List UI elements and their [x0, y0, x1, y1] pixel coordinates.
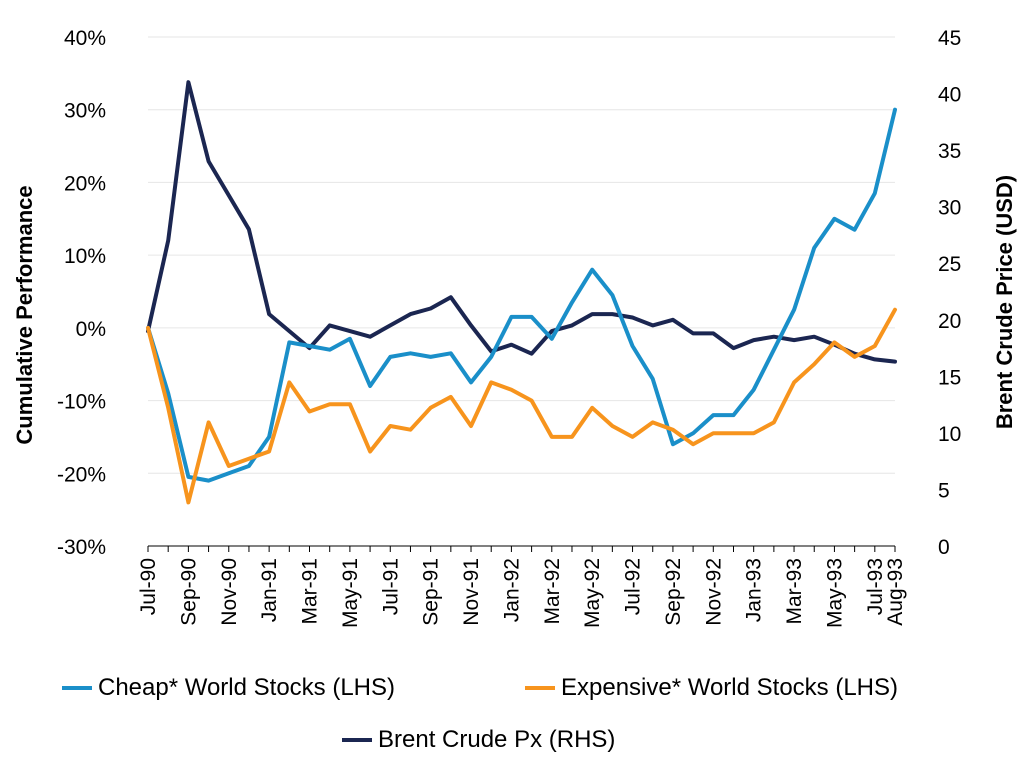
x-tick-label: Nov-92 — [702, 558, 725, 626]
x-tick-label: Jan-91 — [258, 558, 281, 622]
x-tick-label: Jul-93 — [864, 558, 887, 615]
left-tick-label: 0% — [76, 318, 106, 341]
x-tick-label: May-93 — [823, 558, 846, 628]
right-tick-label: 25 — [938, 253, 961, 276]
x-tick-label: Sep-91 — [420, 558, 443, 626]
right-y-axis: 45 40 35 30 25 20 15 10 5 0 — [938, 27, 961, 559]
x-tick-label: Aug-93 — [884, 558, 907, 626]
x-tick-label: Jul-92 — [622, 558, 645, 615]
brent-crude-line — [146, 80, 897, 364]
legend-row-1: Cheap* World Stocks (LHS) Expensive* Wor… — [0, 674, 1024, 706]
right-tick-label: 45 — [938, 27, 961, 50]
legend-swatch-expensive — [525, 686, 555, 690]
legend-label-cheap: Cheap* World Stocks (LHS) — [98, 674, 395, 701]
x-tick-label: May-91 — [339, 558, 362, 628]
x-tick-label: Sep-92 — [662, 558, 685, 626]
legend-item-cheap: Cheap* World Stocks (LHS) — [62, 674, 395, 702]
x-tick-label: Mar-93 — [783, 558, 806, 625]
left-tick-label: 20% — [64, 172, 106, 195]
x-tick-label: May-92 — [581, 558, 604, 628]
left-tick-label: -10% — [57, 391, 106, 414]
legend-label-expensive: Expensive* World Stocks (LHS) — [561, 674, 899, 701]
legend-row-2: Brent Crude Px (RHS) — [0, 726, 1024, 758]
expensive-stocks-line — [146, 307, 897, 505]
right-tick-label: 40 — [938, 84, 961, 107]
series-layer — [146, 80, 897, 505]
x-tick-label: Jan-93 — [743, 558, 766, 622]
left-tick-label: -30% — [57, 536, 106, 559]
right-tick-label: 0 — [938, 536, 950, 559]
x-axis: Jul-90 Sep-90 Nov-90 Jan-91 Mar-91 May-91 Jul-… — [137, 545, 907, 628]
gridlines — [148, 36, 895, 474]
x-tick-label: Mar-92 — [541, 558, 564, 625]
legend-label-brent: Brent Crude Px (RHS) — [378, 726, 616, 753]
right-tick-label: 5 — [938, 479, 950, 502]
right-tick-label: 20 — [938, 310, 961, 333]
legend-item-brent: Brent Crude Px (RHS) — [342, 726, 615, 754]
x-tick-label: Mar-91 — [299, 558, 322, 625]
legend-item-expensive: Expensive* World Stocks (LHS) — [525, 674, 898, 702]
left-tick-label: 40% — [64, 27, 106, 50]
legend-swatch-brent — [342, 738, 372, 742]
x-tick-label: Nov-90 — [218, 558, 241, 626]
left-tick-label: 30% — [64, 100, 106, 123]
x-tick-label: Nov-91 — [460, 558, 483, 626]
right-axis-title: Brent Crude Price (USD) — [992, 175, 1017, 429]
x-tick-label: Sep-90 — [177, 558, 200, 626]
left-axis-title: Cumulative Performance — [12, 185, 37, 444]
left-tick-label: -20% — [57, 463, 106, 486]
right-tick-label: 35 — [938, 140, 961, 163]
left-tick-label: 10% — [64, 245, 106, 268]
right-tick-label: 15 — [938, 366, 961, 389]
x-tick-label: Jan-92 — [500, 558, 523, 622]
left-y-axis: 40% 30% 20% 10% 0% -10% -20% -30% — [57, 27, 106, 559]
cheap-stocks-line — [146, 107, 897, 483]
legend-swatch-cheap — [62, 686, 92, 690]
x-tick-label: Jul-90 — [137, 558, 160, 615]
right-tick-label: 10 — [938, 423, 961, 446]
right-tick-label: 30 — [938, 197, 961, 220]
x-tick-label: Jul-91 — [379, 558, 402, 615]
